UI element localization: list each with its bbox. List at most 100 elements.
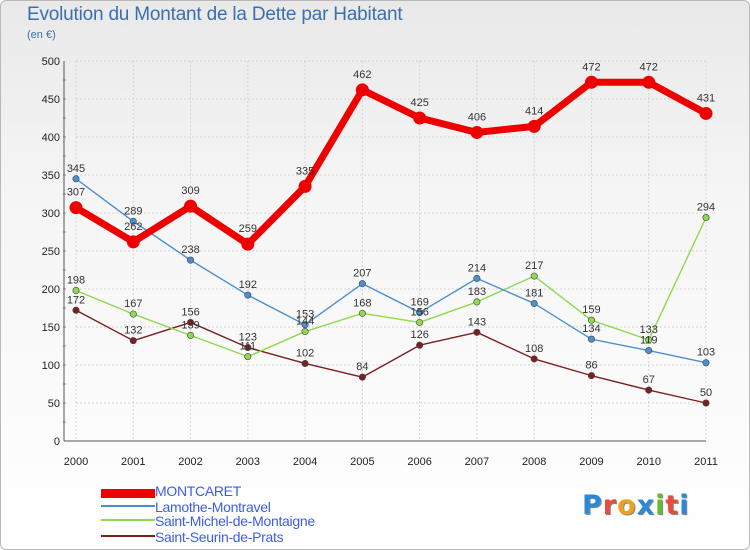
y-tick-label: 100 bbox=[42, 360, 60, 372]
data-label: 192 bbox=[239, 279, 257, 291]
series-line bbox=[75, 178, 707, 364]
data-label: 307 bbox=[67, 187, 85, 199]
data-label: 167 bbox=[124, 298, 142, 310]
y-tick-label: 200 bbox=[42, 284, 60, 296]
data-point bbox=[301, 321, 309, 329]
data-label: 84 bbox=[356, 361, 368, 373]
x-tick-label: 2010 bbox=[636, 456, 660, 468]
data-point bbox=[530, 272, 538, 280]
data-label: 168 bbox=[353, 297, 371, 309]
data-label: 217 bbox=[525, 260, 543, 272]
data-point bbox=[241, 237, 255, 251]
data-label: 132 bbox=[124, 325, 142, 337]
data-point bbox=[244, 291, 252, 299]
data-label: 472 bbox=[582, 61, 600, 73]
legend-label: Saint-Michel-de-Montaigne bbox=[155, 513, 315, 529]
data-label: 169 bbox=[410, 297, 428, 309]
x-tick-label: 2008 bbox=[522, 456, 546, 468]
data-label: 119 bbox=[640, 335, 658, 347]
x-tick-label: 2007 bbox=[465, 456, 489, 468]
data-label: 123 bbox=[239, 332, 257, 344]
data-label: 294 bbox=[697, 202, 715, 214]
y-tick-label: 0 bbox=[54, 436, 60, 448]
data-point bbox=[702, 214, 710, 222]
x-tick-label: 2005 bbox=[350, 456, 374, 468]
data-label: 159 bbox=[582, 304, 600, 316]
data-point bbox=[645, 347, 653, 355]
grid-layer bbox=[75, 60, 707, 442]
data-label: 134 bbox=[582, 323, 600, 335]
data-point bbox=[645, 336, 653, 344]
data-point bbox=[358, 280, 366, 288]
legend-label: MONTCARET bbox=[155, 483, 241, 499]
data-label: 108 bbox=[525, 343, 543, 355]
chart-title: Evolution du Montant de la Dette par Hab… bbox=[27, 4, 403, 25]
data-label: 103 bbox=[697, 347, 715, 359]
data-point bbox=[355, 83, 369, 97]
y-tick-label: 50 bbox=[48, 398, 60, 410]
y-tick-label: 400 bbox=[42, 132, 60, 144]
label-layer: 172 132 156 123 102 84 126 143 108 86 67 50 198 167 13… bbox=[67, 61, 715, 399]
data-point bbox=[416, 341, 424, 349]
data-point bbox=[129, 217, 137, 225]
proxiti-logo: Proxiti bbox=[582, 490, 690, 521]
data-point bbox=[72, 287, 80, 295]
data-label: 172 bbox=[67, 294, 85, 306]
data-label: 67 bbox=[643, 374, 655, 386]
data-label: 425 bbox=[410, 97, 428, 109]
data-point bbox=[72, 175, 80, 183]
data-label: 50 bbox=[700, 387, 712, 399]
data-point bbox=[645, 386, 653, 394]
data-point bbox=[187, 256, 195, 264]
data-label: 102 bbox=[296, 347, 314, 359]
data-label: 156 bbox=[410, 306, 428, 318]
data-point bbox=[584, 75, 598, 89]
legend-swatch bbox=[101, 489, 155, 498]
data-point bbox=[473, 274, 481, 282]
logo-letter: x bbox=[636, 490, 656, 521]
y-tick-label: 500 bbox=[42, 56, 60, 68]
series-montcaret bbox=[69, 75, 713, 251]
series-lamothe-montravel bbox=[72, 175, 710, 367]
data-point bbox=[473, 298, 481, 306]
data-point bbox=[416, 309, 424, 317]
y-tick-label: 300 bbox=[42, 208, 60, 220]
data-point bbox=[187, 331, 195, 339]
data-point bbox=[530, 355, 538, 363]
x-tick-label: 2000 bbox=[64, 456, 88, 468]
data-point bbox=[126, 235, 140, 249]
data-point bbox=[358, 373, 366, 381]
legend-swatch bbox=[101, 505, 155, 507]
data-label: 86 bbox=[585, 360, 597, 372]
series-saint-seurin-de-prats bbox=[72, 306, 710, 407]
x-tick-label: 2002 bbox=[178, 456, 202, 468]
logo-letter: i bbox=[655, 490, 666, 521]
legend-label: Saint-Seurin-de-Prats bbox=[155, 529, 284, 545]
data-point bbox=[527, 119, 541, 133]
data-label: 143 bbox=[468, 316, 486, 328]
data-label: 181 bbox=[525, 287, 543, 299]
data-label: 431 bbox=[697, 92, 715, 104]
data-point bbox=[702, 359, 710, 367]
logo-letter: t bbox=[665, 490, 680, 521]
data-label: 198 bbox=[67, 275, 85, 287]
data-label: 133 bbox=[640, 324, 658, 336]
series-line bbox=[74, 78, 708, 248]
data-point bbox=[530, 299, 538, 307]
data-label: 259 bbox=[239, 223, 257, 235]
legend-swatch bbox=[101, 519, 155, 521]
data-label: 335 bbox=[296, 165, 314, 177]
data-label: 414 bbox=[525, 105, 543, 117]
data-point bbox=[72, 306, 80, 314]
data-point bbox=[244, 344, 252, 352]
series-saint-michel-de-montaigne bbox=[72, 214, 710, 361]
data-label: 139 bbox=[181, 319, 199, 331]
x-tick-label: 2009 bbox=[579, 456, 603, 468]
y-tick-label: 250 bbox=[42, 246, 60, 258]
data-point bbox=[301, 359, 309, 367]
logo-letter: o bbox=[617, 490, 637, 521]
data-label: 289 bbox=[124, 205, 142, 217]
